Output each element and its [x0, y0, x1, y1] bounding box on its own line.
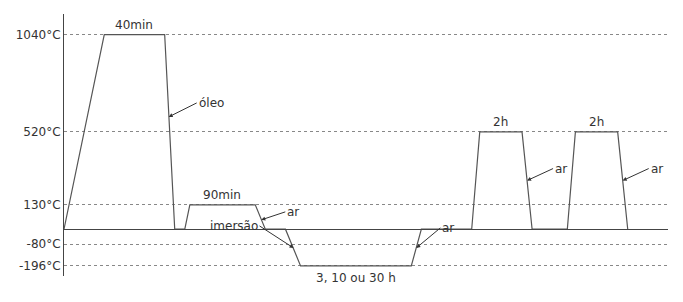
svg-text:2h: 2h: [493, 115, 508, 129]
svg-text:imersão: imersão: [210, 219, 258, 233]
svg-text:-196°C: -196°C: [19, 259, 61, 273]
svg-text:1040°C: 1040°C: [16, 28, 61, 42]
svg-text:ar: ar: [287, 205, 299, 219]
svg-text:130°C: 130°C: [23, 198, 60, 212]
svg-text:-80°C: -80°C: [27, 237, 61, 251]
svg-text:2h: 2h: [589, 115, 604, 129]
svg-text:ar: ar: [651, 162, 663, 176]
svg-text:90min: 90min: [203, 188, 241, 202]
svg-text:óleo: óleo: [199, 96, 224, 110]
svg-text:ar: ar: [442, 221, 454, 235]
svg-text:40min: 40min: [115, 18, 153, 32]
svg-text:520°C: 520°C: [23, 125, 60, 139]
svg-text:ar: ar: [555, 162, 567, 176]
svg-text:3, 10 ou 30 h: 3, 10 ou 30 h: [316, 271, 396, 285]
